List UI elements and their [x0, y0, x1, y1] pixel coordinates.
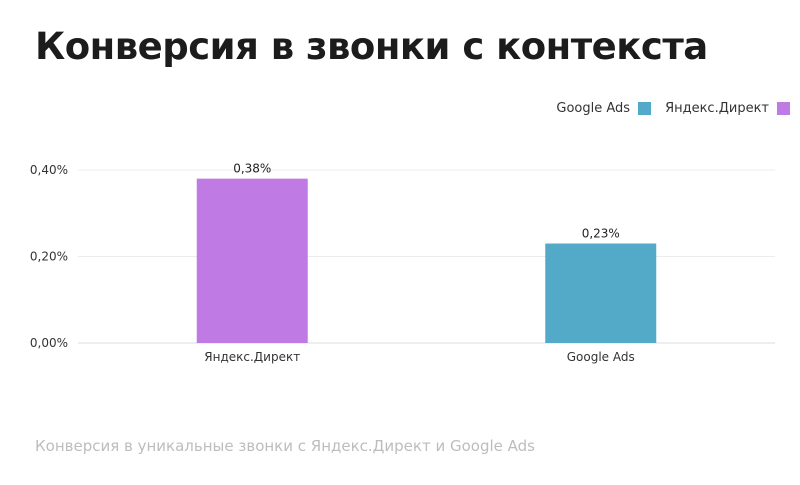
chart-title: Конверсия в звонки с контекста — [35, 25, 708, 68]
y-tick-label: 0,20% — [30, 250, 68, 264]
legend: Google Ads Яндекс.Директ — [556, 101, 790, 116]
bar — [196, 178, 308, 343]
x-tick-label: Яндекс.Директ — [204, 350, 300, 364]
legend-item-yandex-direct: Яндекс.Директ — [665, 101, 790, 116]
data-label: 0,38% — [233, 162, 271, 176]
legend-swatch-yandex-direct — [777, 102, 790, 115]
legend-item-google-ads: Google Ads — [556, 101, 652, 116]
bar — [545, 243, 657, 343]
legend-label-google-ads: Google Ads — [556, 101, 631, 116]
legend-swatch-google-ads — [638, 102, 652, 115]
data-label: 0,23% — [582, 227, 620, 241]
y-tick-label: 0,40% — [30, 163, 68, 177]
chart-footnote: Конверсия в уникальные звонки с Яндекс.Д… — [35, 437, 535, 455]
legend-label-yandex-direct: Яндекс.Директ — [665, 101, 769, 116]
x-tick-label: Google Ads — [567, 350, 635, 364]
y-tick-label: 0,00% — [30, 336, 68, 350]
